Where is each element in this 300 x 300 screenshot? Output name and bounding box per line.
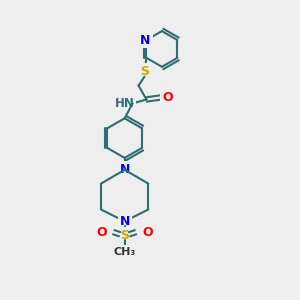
Text: O: O	[142, 226, 153, 239]
Text: O: O	[162, 91, 172, 104]
Text: CH₃: CH₃	[113, 247, 136, 257]
Text: S: S	[140, 65, 149, 78]
Text: N: N	[140, 34, 151, 46]
Text: HN: HN	[115, 97, 135, 110]
Text: N: N	[119, 163, 130, 176]
Text: N: N	[119, 215, 130, 228]
Text: S: S	[120, 229, 129, 242]
Text: O: O	[97, 226, 107, 239]
